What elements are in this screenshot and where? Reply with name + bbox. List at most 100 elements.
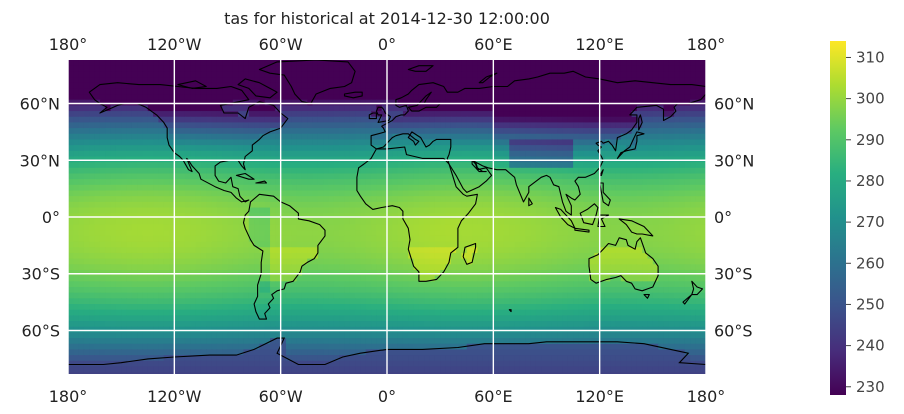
field-cell: [700, 105, 706, 112]
field-cell: [509, 111, 516, 118]
field-cell: [557, 105, 564, 112]
field-cell: [668, 201, 675, 209]
field-cell: [397, 247, 404, 254]
field-cell: [519, 60, 526, 67]
field-cell: [397, 230, 404, 237]
field-cell: [535, 145, 542, 152]
field-cell: [690, 77, 696, 84]
field-cell: [450, 105, 457, 112]
field-cell: [642, 82, 649, 89]
field-cell: [158, 111, 165, 118]
field-cell: [408, 258, 415, 265]
field-cell: [658, 150, 665, 158]
field-cell: [142, 111, 149, 118]
field-cell: [275, 218, 282, 226]
field-cell: [599, 235, 606, 243]
field-cell: [195, 139, 202, 146]
field-cell: [658, 247, 665, 254]
field-cell: [94, 218, 101, 226]
field-cell: [365, 105, 372, 112]
field-cell: [78, 111, 85, 118]
field-cell: [238, 179, 245, 186]
field-cell: [573, 71, 579, 78]
field-cell: [83, 275, 90, 282]
field-cell: [190, 235, 197, 243]
field-cell: [387, 173, 393, 180]
field-cell: [110, 196, 117, 203]
field-cell: [68, 82, 74, 89]
field-cell: [280, 190, 287, 197]
field-cell: [413, 201, 420, 209]
field-cell: [78, 77, 85, 84]
field-cell: [604, 82, 611, 89]
field-cell: [254, 77, 260, 84]
field-cell: [312, 179, 319, 186]
field-cell: [578, 150, 585, 158]
field-cell: [546, 281, 553, 288]
field-cell: [147, 224, 154, 231]
field-cell: [169, 207, 175, 214]
field-cell: [519, 258, 526, 265]
field-cell: [589, 105, 595, 112]
field-cell: [408, 167, 415, 175]
field-cell: [232, 128, 239, 135]
field-cell: [684, 145, 691, 152]
field-cell: [254, 145, 260, 152]
field-cell: [615, 173, 622, 180]
field-cell: [291, 133, 298, 141]
field-cell: [365, 122, 372, 129]
field-cell: [397, 252, 404, 260]
field-cell: [73, 207, 80, 214]
field-cell: [642, 235, 649, 243]
field-cell: [232, 218, 239, 226]
field-cell: [604, 71, 611, 78]
field-cell: [525, 60, 532, 67]
field-cell: [674, 196, 681, 203]
field-cell: [147, 241, 154, 248]
field-cell: [684, 128, 691, 135]
field-cell: [503, 218, 510, 226]
field-cell: [163, 258, 170, 265]
field-cell: [264, 179, 271, 186]
field-cell: [339, 201, 346, 209]
field-cell: [402, 196, 409, 203]
field-cell: [365, 201, 372, 209]
field-cell: [105, 82, 112, 89]
field-cell: [636, 116, 643, 124]
field-cell: [360, 224, 367, 231]
field-cell: [482, 133, 489, 141]
field-cell: [73, 128, 80, 135]
field-cell: [355, 116, 362, 124]
field-cell: [131, 162, 138, 169]
field-cell: [434, 281, 441, 288]
field-cell: [216, 88, 223, 95]
field-cell: [461, 218, 468, 226]
field-cell: [700, 116, 706, 124]
field-cell: [562, 264, 569, 271]
field-cell: [259, 201, 266, 209]
field-cell: [99, 247, 106, 254]
field-cell: [110, 247, 117, 254]
field-cell: [546, 190, 553, 197]
field-cell: [551, 252, 558, 260]
field-cell: [344, 286, 351, 294]
field-cell: [488, 122, 494, 129]
field-cell: [488, 201, 494, 209]
field-cell: [317, 184, 324, 192]
field-cell: [126, 190, 133, 197]
field-cell: [227, 252, 234, 260]
field-cell: [312, 292, 319, 299]
field-cell: [243, 241, 250, 248]
field-cell: [567, 224, 574, 231]
field-cell: [68, 184, 74, 192]
field-cell: [695, 258, 702, 265]
field-cell: [83, 167, 90, 175]
field-cell: [317, 230, 324, 237]
field-cell: [418, 94, 425, 101]
field-cell: [551, 224, 558, 231]
field-cell: [232, 77, 239, 84]
field-cell: [514, 196, 521, 203]
field-cell: [684, 230, 691, 237]
field-cell: [509, 224, 516, 231]
field-cell: [169, 196, 175, 203]
